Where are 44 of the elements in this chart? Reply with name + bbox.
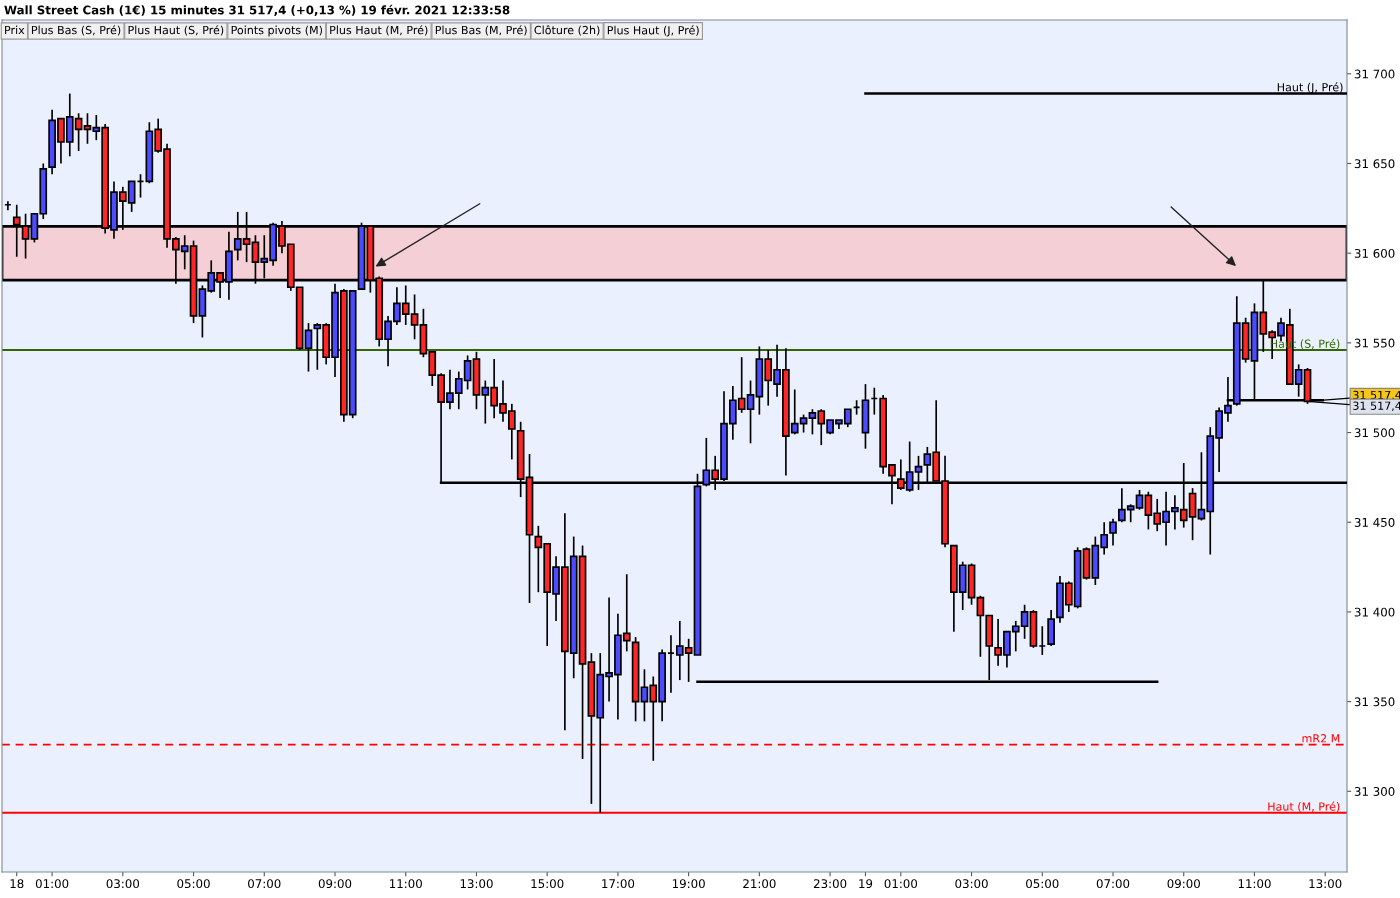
ref-line-label: Haut (M, Pré) <box>1268 801 1340 812</box>
y-tick-label: 31 300 <box>1354 787 1395 796</box>
x-tick-label: 23:00 <box>813 879 847 889</box>
candlestick <box>304 322 313 373</box>
candlestick <box>1109 517 1117 547</box>
annotation: Plus Haut (S, Pré) <box>128 25 224 36</box>
x-tick-label: 11:00 <box>390 879 422 889</box>
annotation: Clôture (2h) <box>534 25 600 36</box>
y-tick-label: 31 650 <box>1354 159 1395 169</box>
x-tick-label: 17:00 <box>602 879 635 889</box>
annotation: Plus Haut (J, Pré) <box>607 25 699 37</box>
ref-line-label: mR2 M <box>1302 734 1340 743</box>
series-label: Haut (J, Pré) <box>1277 82 1343 94</box>
x-tick-label: 13:00 <box>1309 879 1342 889</box>
x-tick-label: 19 <box>859 879 873 889</box>
annotation: Plus Haut (M, Pré) <box>330 25 428 36</box>
annotation: Plus Bas (S, Pré) <box>31 25 121 36</box>
y-tick-label: 31 400 <box>1354 607 1395 617</box>
annotation: Prix <box>5 25 25 35</box>
x-tick-label: 21:00 <box>743 879 776 889</box>
x-tick-label: 05:00 <box>1026 879 1059 889</box>
x-tick-label: 13:00 <box>460 879 493 889</box>
annotation: Points pivots (M) <box>231 25 323 37</box>
y-tick-label: 31 700 <box>1354 69 1395 79</box>
x-tick-label: 03:00 <box>955 879 988 889</box>
x-tick-label: 11:00 <box>1238 879 1271 889</box>
x-tick-label: 05:00 <box>177 879 210 889</box>
x-tick-label: 18 <box>10 879 24 889</box>
x-tick-label: 07:00 <box>1096 879 1130 889</box>
x-tick-label: 03:00 <box>106 879 140 889</box>
x-tick-label: 01:00 <box>35 879 69 889</box>
chart-title: Wall Street Cash (1€) 15 minutes 31 517,4 (+0,13 %) 19 févr. 2021 12:33:58 <box>4 4 510 16</box>
x-tick-label: 19:00 <box>672 879 705 889</box>
x-tick-label: 01:00 <box>884 879 918 889</box>
y-tick-label: 31 500 <box>1354 428 1395 438</box>
y-tick-label: 31 550 <box>1354 338 1395 348</box>
y-tick-label: 31 350 <box>1354 697 1395 707</box>
annotation: Plus Bas (M, Pré) <box>435 25 527 36</box>
x-tick-label: 15:00 <box>531 879 564 889</box>
x-tick-label: 09:00 <box>318 879 352 889</box>
x-tick-label: 09:00 <box>1167 879 1200 889</box>
y-tick-label: 31 600 <box>1354 248 1395 258</box>
y-tick-label: 31 450 <box>1354 517 1395 527</box>
x-tick-label: 07:00 <box>248 879 281 889</box>
